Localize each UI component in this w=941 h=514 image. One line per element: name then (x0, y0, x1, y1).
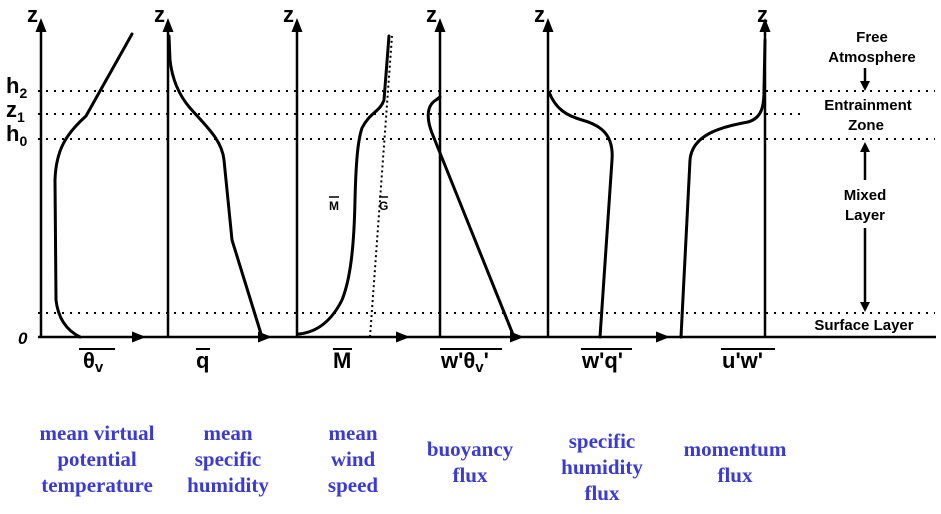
humidity-flux-profile (547, 90, 614, 339)
free-atmosphere-label-1: Free (856, 29, 888, 46)
axis-label-m: M (333, 348, 351, 373)
m-profile (297, 34, 391, 336)
height-labels: h2 z1 h0 0 (6, 73, 28, 348)
height-label-h2: h2 (6, 73, 27, 101)
profile-curves (53, 32, 767, 339)
axis-label-momentum-flux: u'w' (722, 348, 763, 373)
caption-momentum-flux: momentum flux (683, 437, 787, 487)
z-axis-labels: z z z z z z (27, 2, 768, 27)
free-atmosphere-label-2: Atmosphere (828, 49, 916, 66)
z-label-5: z (534, 2, 545, 27)
caption-humidity-flux: specific humidity flux (561, 429, 643, 505)
caption-q: mean specific humidity (187, 421, 269, 497)
caption-buoyancy-flux: buoyancy flux (426, 437, 514, 487)
origin-label: 0 (18, 329, 28, 348)
axis-label-q: q (196, 348, 209, 373)
z-label-3: z (283, 2, 294, 27)
geostrophic-wind-line (369, 35, 393, 338)
mixed-layer-label-2: Layer (845, 207, 885, 224)
z-label-6: z (757, 2, 768, 27)
momentum-flux-profile (679, 38, 767, 339)
z-label-2: z (154, 2, 165, 27)
theta-v-profile (53, 32, 134, 339)
entrainment-zone-label-2: Zone (848, 117, 884, 134)
mean-wind-curve-label: M (329, 199, 339, 213)
caption-theta-v: mean virtual potential temperature (39, 421, 155, 497)
buoyancy-flux-profile (426, 95, 516, 339)
entrainment-zone-label-1: Entrainment (824, 97, 912, 114)
axis-label-theta-v: θv (83, 348, 104, 376)
z-label-1: z (27, 2, 38, 27)
height-label-h0: h0 (6, 121, 27, 149)
z-axes (39, 22, 767, 337)
mixed-layer-label-1: Mixed (844, 187, 887, 204)
x-axis-labels: θv q M w'θv' w'q' u'w' (79, 348, 775, 376)
layer-arrows (860, 68, 870, 312)
height-label-z1: z1 (6, 97, 25, 125)
z-axis-arrowheads (35, 18, 771, 32)
axis-label-buoyancy-flux: w'θv' (440, 348, 489, 376)
x-axes-arrowheads (132, 331, 670, 343)
geostrophic-wind-label: G (379, 199, 388, 213)
axis-label-humidity-flux: w'q' (581, 348, 623, 373)
surface-layer-label: Surface Layer (814, 317, 913, 334)
wind-labels: M G (329, 196, 388, 213)
q-profile (167, 34, 264, 339)
caption-m: mean wind speed (327, 421, 379, 497)
layer-labels: Free Atmosphere Entrainment Zone Mixed L… (814, 29, 915, 334)
z-label-4: z (426, 2, 437, 27)
